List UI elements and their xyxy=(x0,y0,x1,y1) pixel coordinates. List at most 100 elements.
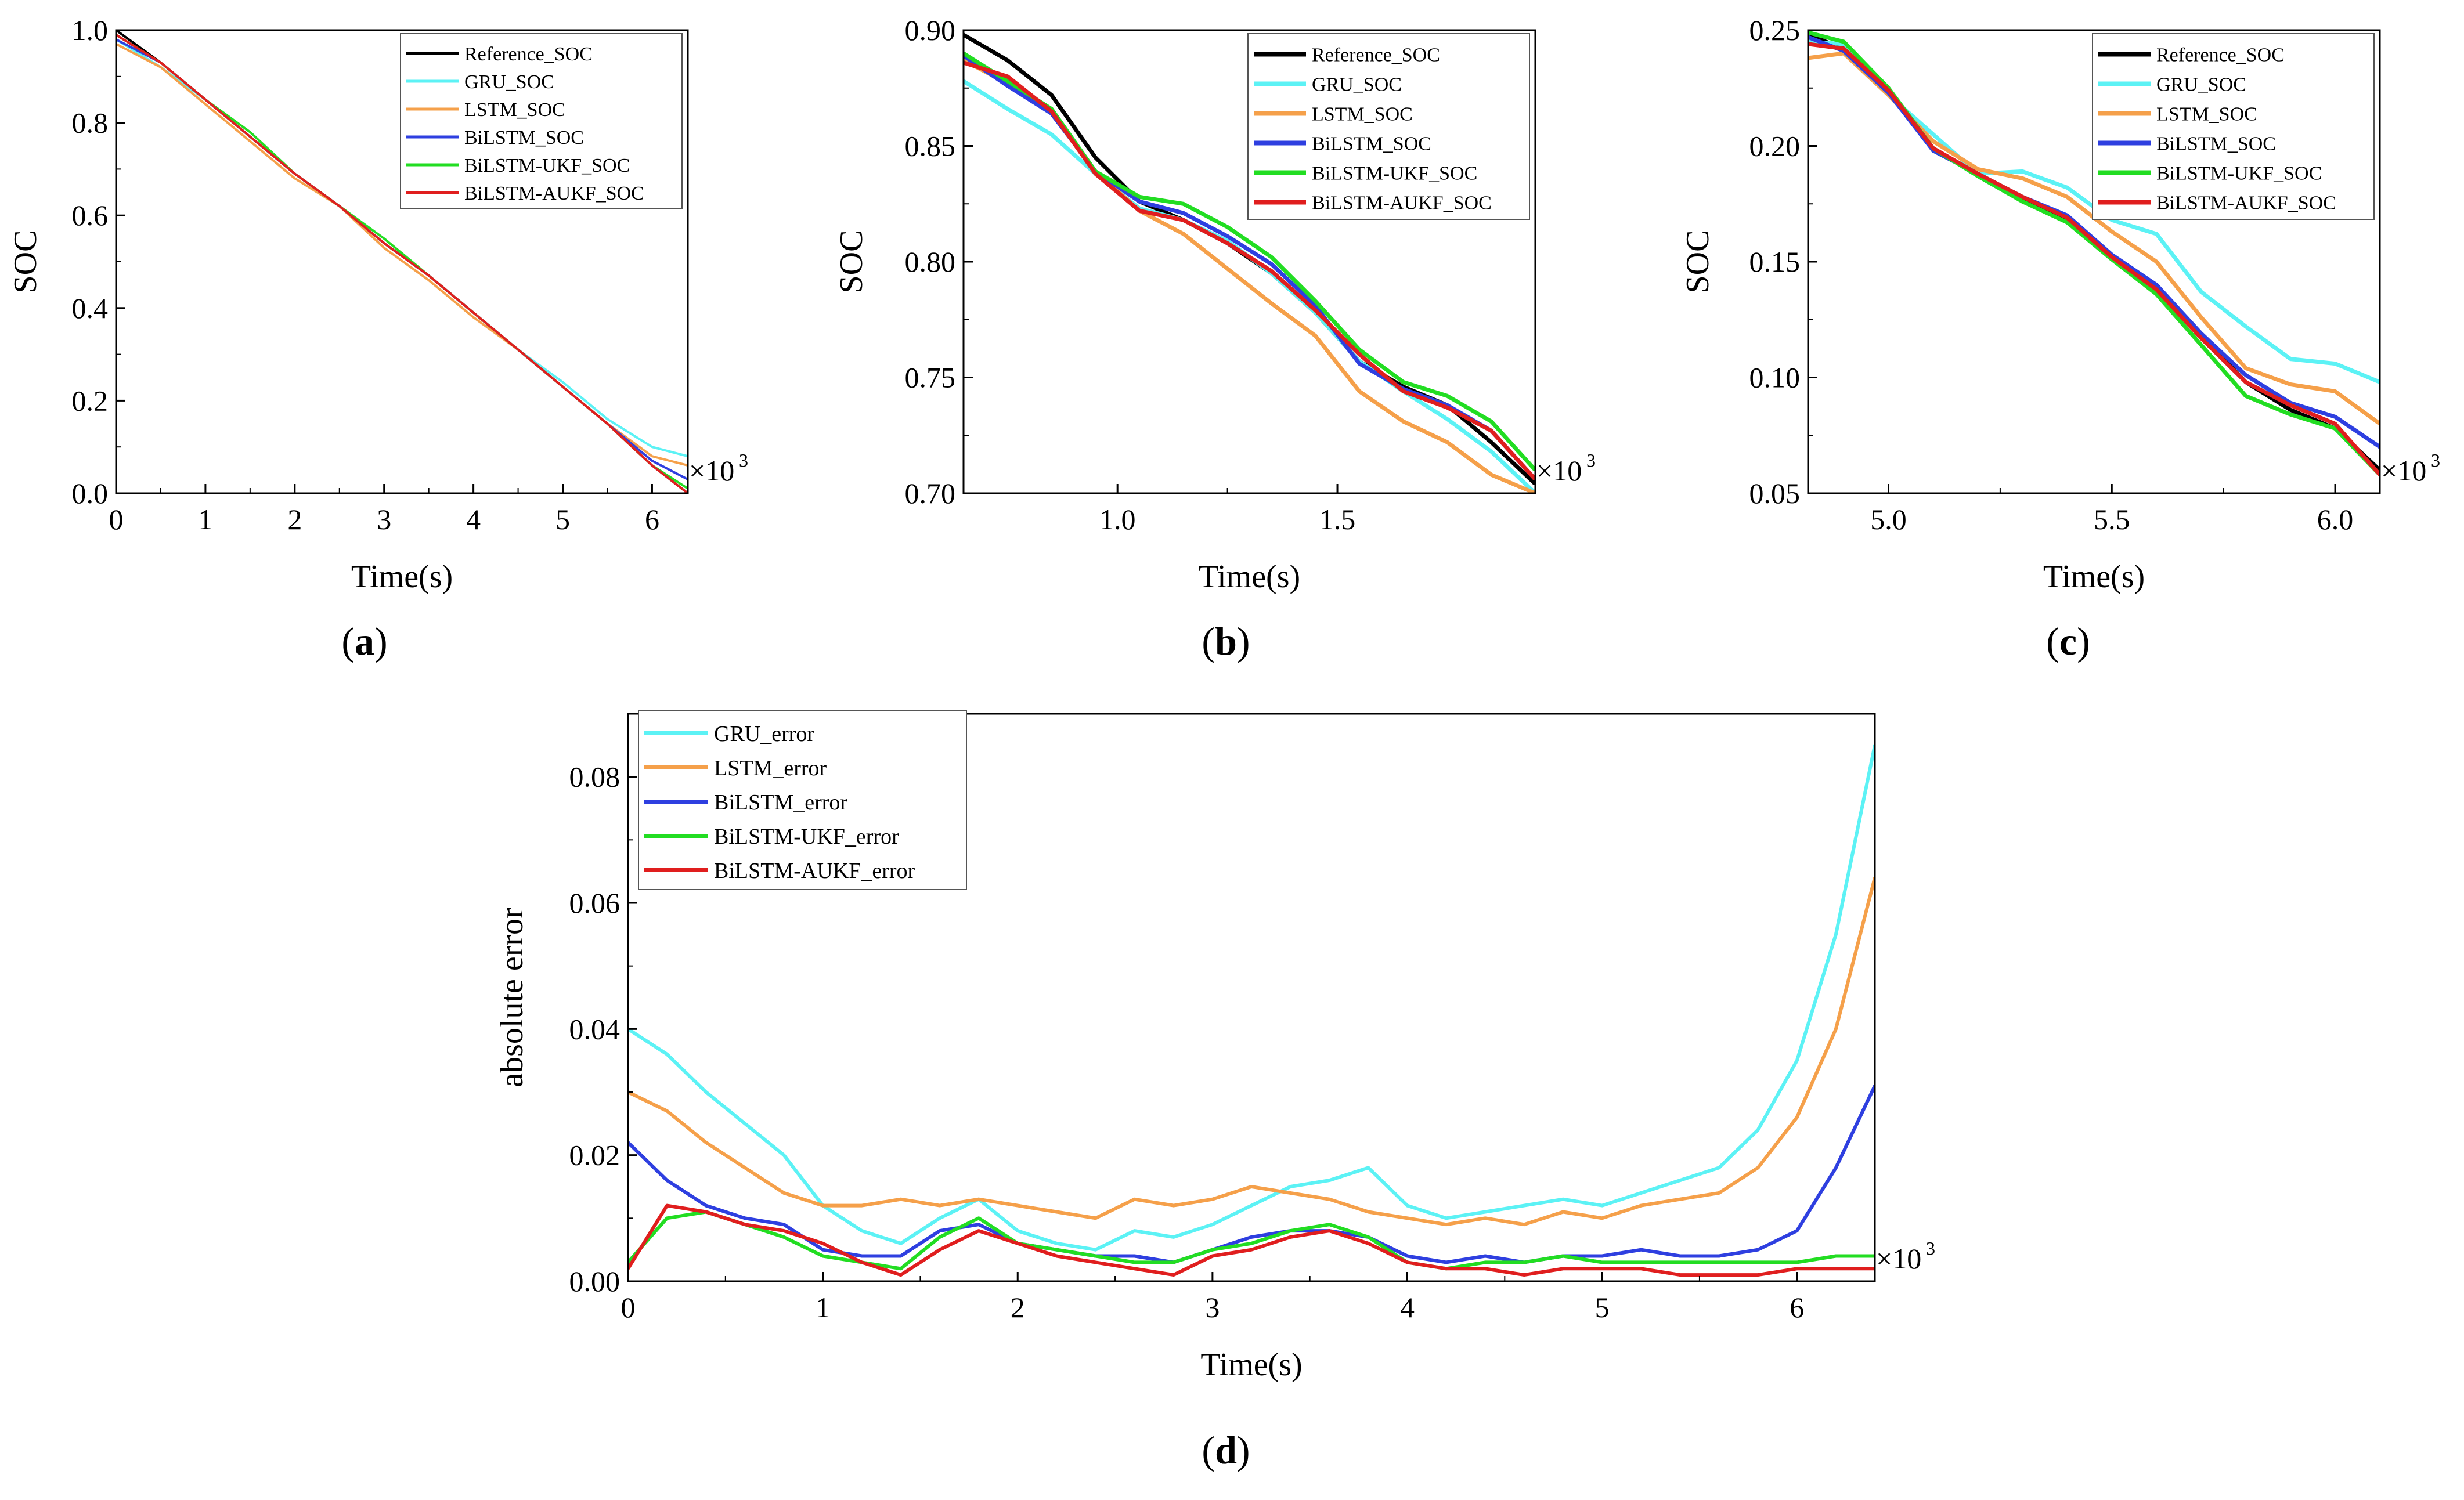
legend-label: Reference_SOC xyxy=(464,44,593,65)
panel-label-paren: ( xyxy=(341,619,355,663)
y-tick-label: 0.75 xyxy=(905,362,956,394)
legend-box xyxy=(1247,33,1530,220)
legend-label: LSTM_SOC xyxy=(464,99,565,121)
y-tick-label: 0.00 xyxy=(569,1265,620,1297)
legend-label: BiLSTM-UKF_SOC xyxy=(1312,163,1477,185)
y-axis-label: absolute error xyxy=(494,908,530,1087)
x-axis-label: Time(s) xyxy=(351,559,453,595)
y-tick-label: 0.04 xyxy=(569,1013,620,1045)
panel-label-letter: d xyxy=(1215,1428,1237,1472)
legend-label: LSTM_SOC xyxy=(2156,104,2257,125)
y-tick-label: 0.4 xyxy=(72,292,109,324)
panel-label: (c) xyxy=(2046,619,2090,663)
y-tick-label: 0.80 xyxy=(905,245,956,278)
legend-label: BiLSTM_SOC xyxy=(464,127,584,149)
y-tick-label: 0.2 xyxy=(72,384,109,417)
y-tick-label: 0.05 xyxy=(1749,477,1801,509)
panel-label-paren: ) xyxy=(374,619,388,663)
series-line-bilstm-aukf-soc xyxy=(964,60,1535,481)
x-tick-label: 5.5 xyxy=(2094,503,2130,536)
x-multiplier-exponent: 3 xyxy=(1926,1238,1935,1259)
panel-label-paren: ( xyxy=(1202,619,1215,663)
y-tick-label: 0.6 xyxy=(72,199,109,232)
y-tick-label: 0.90 xyxy=(905,14,956,46)
x-tick-label: 5 xyxy=(1595,1291,1610,1324)
series-line-bilstm-ukf-error xyxy=(628,1210,1875,1271)
legend-label: BiLSTM-AUKF_SOC xyxy=(1312,193,1492,214)
y-tick-label: 0.25 xyxy=(1749,14,1801,46)
x-tick-label: 6.0 xyxy=(2317,503,2354,536)
series-line-lstm-error xyxy=(628,877,1875,1227)
panel-label-letter: a xyxy=(355,619,374,663)
y-tick-label: 0.20 xyxy=(1749,130,1801,162)
panel-a: 0 1 2 3 4 5 60.00.20.40.60.81.0×10 3Time(s)SOC(… xyxy=(8,14,748,663)
panel-label-letter: b xyxy=(1215,619,1237,663)
legend-label: BiLSTM-AUKF_SOC xyxy=(464,183,644,204)
series-line-bilstm-aukf-soc xyxy=(116,34,688,493)
x-tick-label: 4 xyxy=(1400,1291,1415,1324)
legend-label: GRU_error xyxy=(714,722,814,746)
series-line-bilstm-error xyxy=(628,1085,1875,1264)
y-tick-label: 0.8 xyxy=(72,107,109,139)
x-tick-label: 2 xyxy=(287,503,302,536)
legend-label: BiLSTM-UKF_SOC xyxy=(464,155,630,176)
x-tick-label: 4 xyxy=(466,503,481,536)
x-tick-label: 1 xyxy=(198,503,212,536)
legend-label: BiLSTM_error xyxy=(714,790,847,815)
x-multiplier: ×10 xyxy=(1536,454,1582,487)
legend-label: BiLSTM-UKF_SOC xyxy=(2156,163,2322,185)
series-line-gru-error xyxy=(628,744,1875,1252)
panel-label-paren: ) xyxy=(1237,1428,1250,1472)
legend-label: BiLSTM-UKF_error xyxy=(714,825,899,849)
y-tick-label: 0.08 xyxy=(569,761,620,793)
x-tick-label: 0 xyxy=(109,503,124,536)
y-tick-label: 0.0 xyxy=(72,477,109,509)
y-axis-label: SOC xyxy=(8,230,44,294)
plot-frame xyxy=(627,713,1876,1282)
x-multiplier: ×10 xyxy=(689,454,734,487)
x-tick-label: 0 xyxy=(621,1291,636,1324)
y-tick-label: 0.10 xyxy=(1749,362,1801,394)
x-tick-label: 5 xyxy=(555,503,570,536)
y-tick-label: 0.15 xyxy=(1749,245,1801,278)
legend-box xyxy=(2092,33,2375,220)
x-multiplier-exponent: 3 xyxy=(739,450,748,471)
panel-label: (a) xyxy=(341,619,387,663)
legend-label: LSTM_SOC xyxy=(1312,104,1413,125)
y-axis-label: SOC xyxy=(1680,230,1716,294)
x-multiplier: ×10 xyxy=(1876,1242,1921,1275)
panel-d: 0 1 2 3 4 5 60.000.020.040.060.08×10 3Time(s)ab… xyxy=(494,710,1935,1472)
legend-label: BiLSTM-AUKF_SOC xyxy=(2156,193,2336,214)
legend-label: BiLSTM_SOC xyxy=(1312,133,1431,155)
y-axis-label: SOC xyxy=(834,230,870,294)
legend-label: Reference_SOC xyxy=(1312,45,1440,66)
y-tick-label: 0.70 xyxy=(905,477,956,509)
legend-label: Reference_SOC xyxy=(2156,45,2285,66)
panel-b: 1.0 1.5 0.70 0.75 0.80 0.85 0.90 ×10 3 Time(s) SOC… xyxy=(834,14,1596,663)
x-tick-label: 3 xyxy=(377,503,391,536)
panel-label-paren: ( xyxy=(1202,1428,1215,1472)
x-axis-label: Time(s) xyxy=(2043,559,2145,595)
legend-label: LSTM_error xyxy=(714,756,827,780)
y-tick-label: 0.85 xyxy=(905,130,956,162)
panel-label: (d) xyxy=(1202,1428,1250,1472)
x-tick-label: 5.0 xyxy=(1870,503,1907,536)
x-multiplier: ×10 xyxy=(2381,454,2426,487)
series-line-bilstm-aukf-soc xyxy=(1808,42,2380,476)
y-tick-label: 1.0 xyxy=(72,14,109,46)
panel-c: 5.0 5.5 6.0 0.05 0.10 0.15 0.20 0.25 ×10 3 Time(s)… xyxy=(1680,14,2440,663)
panel-label-paren: ( xyxy=(2046,619,2059,663)
legend-label: GRU_SOC xyxy=(464,71,554,93)
x-tick-label: 1 xyxy=(816,1291,830,1324)
x-axis-label: Time(s) xyxy=(1199,559,1300,595)
panel-label-paren: ) xyxy=(1237,619,1250,663)
x-multiplier-exponent: 3 xyxy=(1586,450,1596,471)
panel-label-letter: c xyxy=(2059,619,2077,663)
series-line-bilstm-aukf-error xyxy=(628,1203,1875,1277)
x-tick-label: 6 xyxy=(1790,1291,1804,1324)
panel-label-paren: ) xyxy=(2077,619,2090,663)
x-tick-label: 1.5 xyxy=(1319,503,1356,536)
panel-label: (b) xyxy=(1202,619,1250,663)
legend-label: GRU_SOC xyxy=(2156,74,2246,96)
